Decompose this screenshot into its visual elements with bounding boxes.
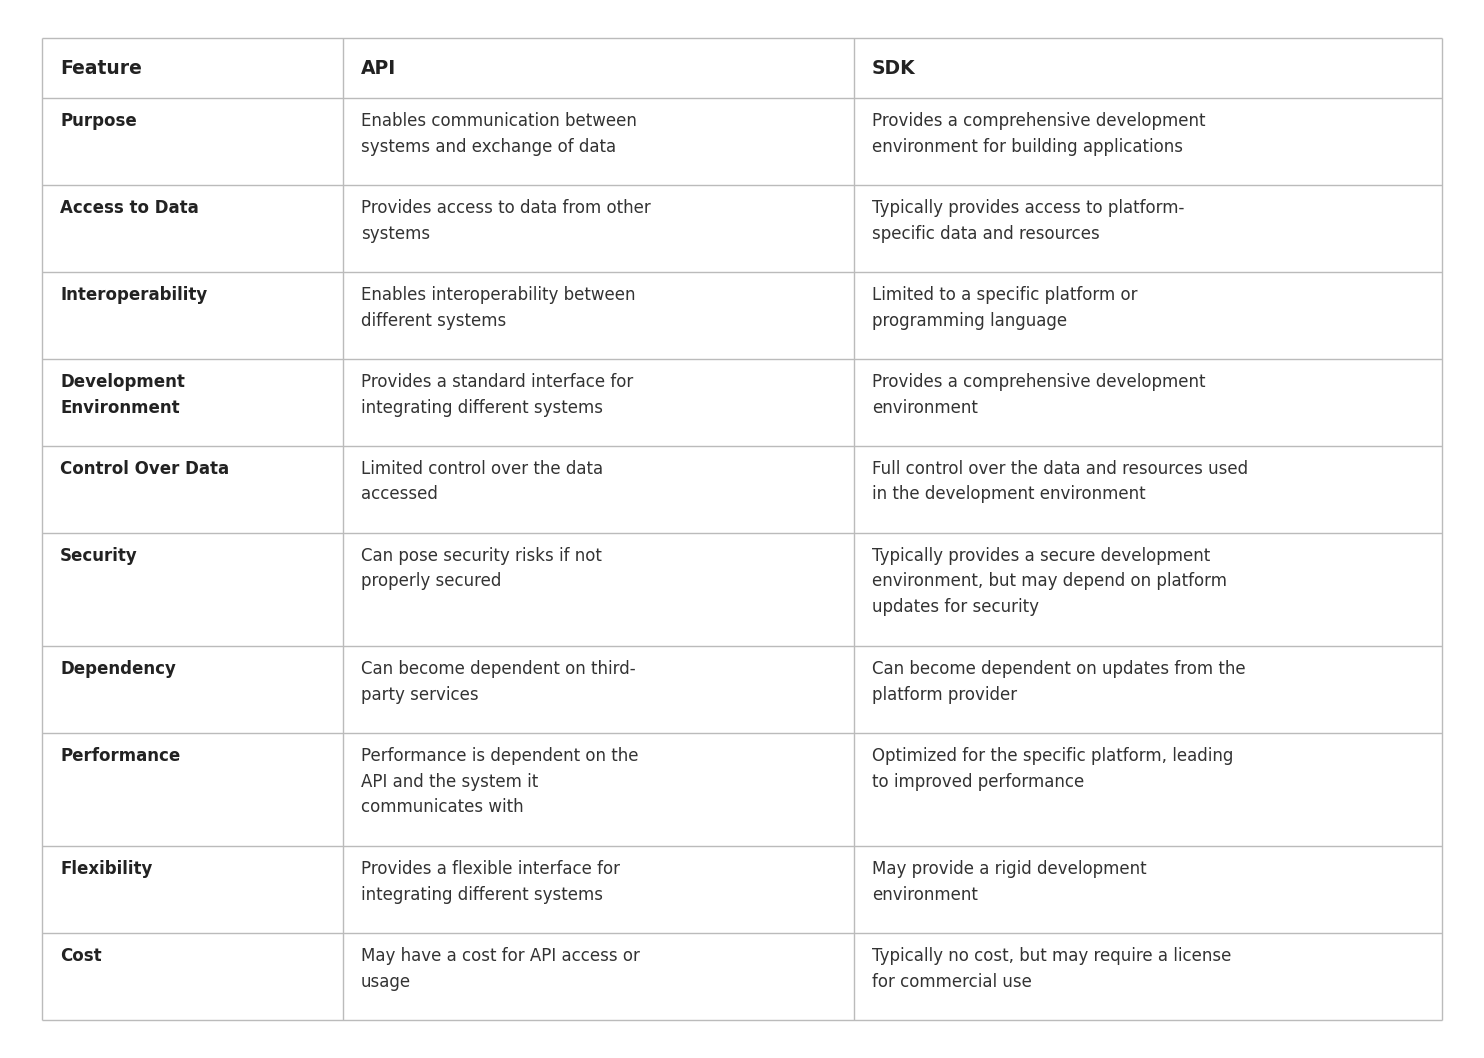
Text: Interoperability: Interoperability bbox=[59, 286, 208, 304]
Text: Flexibility: Flexibility bbox=[59, 860, 153, 878]
Text: Cost: Cost bbox=[59, 947, 101, 965]
Text: Provides a flexible interface for
integrating different systems: Provides a flexible interface for integr… bbox=[361, 860, 620, 904]
Text: Purpose: Purpose bbox=[59, 112, 137, 130]
Text: Enables interoperability between
different systems: Enables interoperability between differe… bbox=[361, 286, 635, 330]
Text: Limited control over the data
accessed: Limited control over the data accessed bbox=[361, 460, 603, 504]
Text: Typically provides a secure development
environment, but may depend on platform
: Typically provides a secure development … bbox=[873, 547, 1227, 616]
Text: Can become dependent on updates from the
platform provider: Can become dependent on updates from the… bbox=[873, 660, 1245, 704]
Text: Provides a comprehensive development
environment: Provides a comprehensive development env… bbox=[873, 372, 1205, 417]
Text: May provide a rigid development
environment: May provide a rigid development environm… bbox=[873, 860, 1147, 904]
Text: May have a cost for API access or
usage: May have a cost for API access or usage bbox=[361, 947, 640, 991]
Text: Feature: Feature bbox=[59, 58, 142, 77]
Text: Typically no cost, but may require a license
for commercial use: Typically no cost, but may require a lic… bbox=[873, 947, 1232, 991]
Text: Development
Environment: Development Environment bbox=[59, 372, 186, 417]
Text: Performance: Performance bbox=[59, 747, 180, 765]
Text: Dependency: Dependency bbox=[59, 660, 177, 678]
Text: Security: Security bbox=[59, 547, 138, 565]
Text: Optimized for the specific platform, leading
to improved performance: Optimized for the specific platform, lea… bbox=[873, 747, 1233, 790]
Text: Enables communication between
systems and exchange of data: Enables communication between systems an… bbox=[361, 112, 637, 156]
Text: Full control over the data and resources used
in the development environment: Full control over the data and resources… bbox=[873, 460, 1248, 504]
Text: Control Over Data: Control Over Data bbox=[59, 460, 229, 478]
Text: Can become dependent on third-
party services: Can become dependent on third- party ser… bbox=[361, 660, 635, 704]
Text: Provides access to data from other
systems: Provides access to data from other syste… bbox=[361, 199, 651, 243]
Text: SDK: SDK bbox=[873, 58, 916, 77]
Text: Provides a comprehensive development
environment for building applications: Provides a comprehensive development env… bbox=[873, 112, 1205, 156]
Text: Limited to a specific platform or
programming language: Limited to a specific platform or progra… bbox=[873, 286, 1138, 330]
Text: Typically provides access to platform-
specific data and resources: Typically provides access to platform- s… bbox=[873, 199, 1184, 243]
Text: API: API bbox=[361, 58, 396, 77]
Text: Can pose security risks if not
properly secured: Can pose security risks if not properly … bbox=[361, 547, 603, 590]
Text: Access to Data: Access to Data bbox=[59, 199, 199, 217]
Text: Performance is dependent on the
API and the system it
communicates with: Performance is dependent on the API and … bbox=[361, 747, 638, 817]
Text: Provides a standard interface for
integrating different systems: Provides a standard interface for integr… bbox=[361, 372, 634, 417]
